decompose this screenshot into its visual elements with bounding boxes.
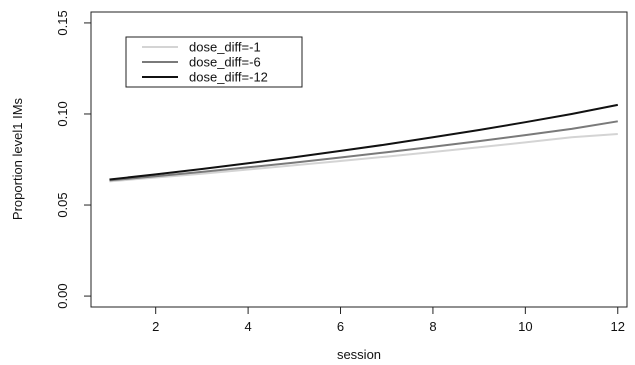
x-tick-label: 12 xyxy=(611,319,625,334)
y-axis: 0.00 0.05 0.10 0.15 xyxy=(55,10,91,309)
x-tick-label: 4 xyxy=(244,319,251,334)
series-line-2 xyxy=(109,120,618,182)
series-line-3 xyxy=(109,103,618,181)
series-layer xyxy=(109,103,618,183)
y-tick-label: 0.15 xyxy=(55,10,70,35)
legend-label-3: dose_diff=-12 xyxy=(189,70,268,85)
x-tick-label: 2 xyxy=(152,319,159,334)
x-axis-title: session xyxy=(337,347,381,362)
x-tick-label: 6 xyxy=(337,319,344,334)
plot-frame xyxy=(90,11,628,308)
y-tick-label: 0.10 xyxy=(55,101,70,126)
series-line-1 xyxy=(109,133,618,183)
legend-label-2: dose_diff=-6 xyxy=(189,55,261,70)
y-tick-label: 0.00 xyxy=(55,283,70,308)
x-tick-label: 10 xyxy=(518,319,532,334)
y-axis-title: Proportion level1 IMs xyxy=(10,97,25,220)
x-tick-label: 8 xyxy=(429,319,436,334)
x-axis: 2 4 6 8 10 12 xyxy=(152,307,625,334)
legend-label-1: dose_diff=-1 xyxy=(189,40,261,55)
y-tick-label: 0.05 xyxy=(55,192,70,217)
